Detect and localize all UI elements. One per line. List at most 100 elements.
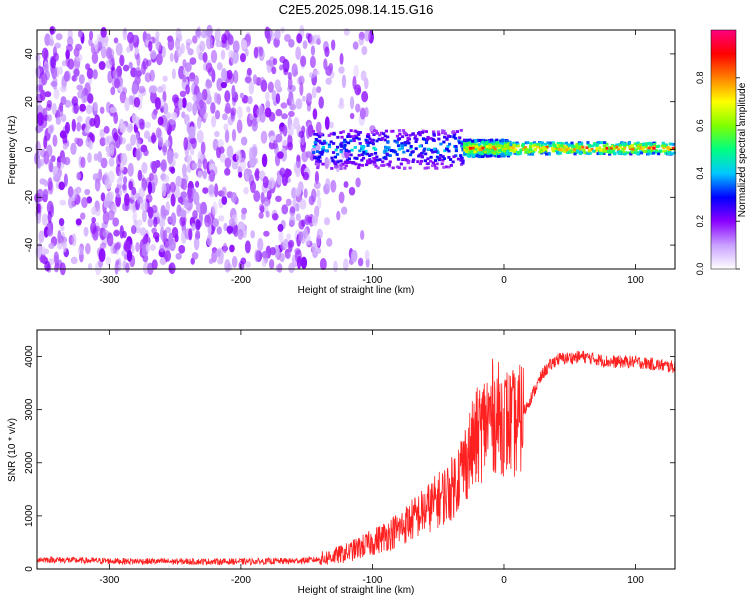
spectrogram-cell	[319, 132, 324, 136]
spectrogram-cell	[439, 142, 443, 146]
spectrogram-cell	[471, 139, 475, 143]
spectrogram-cell	[362, 150, 366, 154]
spectrogram-cell	[429, 155, 433, 159]
spectrogram-cell	[122, 87, 127, 95]
spectrogram-cell	[525, 148, 529, 151]
spectrogram-cell	[206, 234, 213, 247]
spectrogram-cell	[103, 172, 110, 186]
spectrogram-cell	[299, 198, 307, 210]
spectrogram-cell	[349, 129, 353, 133]
spectrogram-cell	[151, 160, 158, 174]
spectrogram-cell	[591, 144, 595, 148]
spectrogram-cell	[100, 46, 107, 59]
spectrogram-cell	[340, 141, 344, 145]
spectrogram-cell	[412, 158, 416, 162]
spectrogram-cell	[447, 155, 451, 159]
spectrogram-cell	[99, 242, 107, 250]
spectrogram-cell	[318, 139, 322, 143]
spectrogram-cell	[400, 142, 404, 145]
spectrogram-cell	[128, 95, 134, 106]
spectrogram-cell	[403, 141, 407, 144]
spectrogram-cell	[113, 111, 119, 124]
snr-y-ticks: 0 1000 2000 3000 4000	[24, 345, 675, 572]
snr-background	[37, 330, 675, 569]
spectrogram-cell	[352, 137, 356, 141]
spectrogram-cell	[131, 186, 137, 196]
spectrogram-cell	[341, 162, 345, 166]
spectrogram-cell	[373, 148, 378, 151]
spectrogram-cell	[195, 28, 201, 38]
spectrogram-cell	[87, 263, 93, 270]
spectrogram-cell	[149, 50, 157, 60]
spectrogram-cell	[476, 153, 480, 157]
spectrogram-cell	[585, 146, 589, 150]
spectrogram-cell	[239, 92, 245, 99]
spectrogram-cell	[361, 147, 365, 151]
spectrogram-cell	[330, 39, 336, 51]
spectrogram-cell	[221, 33, 227, 45]
spectrogram-cell	[516, 142, 520, 146]
spectrogram-cell	[533, 143, 537, 147]
spectrogram-cell	[215, 40, 223, 48]
spectrogram-cell	[416, 132, 421, 135]
spectrogram-cell	[120, 152, 128, 166]
spectrogram-cell	[445, 147, 449, 151]
spectrogram-cell	[106, 135, 114, 144]
spectrogram-cell	[312, 108, 318, 120]
spectrogram-cell	[393, 139, 397, 143]
spectrogram-cell	[509, 151, 513, 155]
spectrogram-cell	[375, 155, 379, 159]
spectrogram-cell	[655, 145, 660, 149]
spectrogram-cell	[641, 143, 645, 146]
spectrogram-cell	[288, 110, 295, 118]
spectrogram-cell	[342, 140, 347, 144]
spectrogram-cell	[275, 93, 281, 104]
spectrogram-cell	[426, 137, 430, 141]
spectrogram-cell	[420, 155, 424, 158]
spectrogram-cell	[292, 198, 297, 208]
spectrogram-cell	[147, 206, 154, 219]
spectrogram-cell	[209, 169, 216, 182]
spectrogram-cell	[503, 143, 508, 147]
spectrogram-cell	[382, 156, 386, 160]
spectrogram-cell	[529, 142, 533, 145]
spectrogram-cell	[560, 148, 564, 152]
spectrogram-cell	[325, 65, 333, 77]
spectrogram-cell	[330, 156, 334, 160]
spectrogram-cell	[249, 180, 256, 194]
spectrogram-cell	[246, 106, 251, 113]
spectrogram-cell	[251, 143, 258, 158]
spectrogram-cell	[119, 123, 127, 134]
spectrogram-cell	[51, 102, 57, 115]
spectrogram-cell	[408, 166, 412, 170]
spectrogram-cell	[402, 150, 406, 154]
spectrogram-cell	[382, 164, 386, 167]
spectrogram-cell	[527, 150, 531, 154]
spectrogram-cell	[150, 90, 157, 104]
spectrogram-cell	[113, 229, 120, 237]
spectrogram-cell	[539, 150, 543, 153]
spectrogram-cell	[171, 227, 179, 239]
spectrogram-cell	[266, 190, 272, 200]
spectrogram-cell	[420, 131, 425, 134]
spectrogram-cell	[291, 63, 298, 77]
spectrogram-cell	[123, 239, 131, 253]
spectrogram-cell	[366, 144, 370, 147]
spectrogram-cell	[478, 151, 482, 155]
spectrogram-cell	[332, 132, 336, 136]
spectrogram-cell	[199, 40, 206, 52]
spectrogram-cell	[650, 145, 654, 149]
spectrogram-cell	[518, 150, 523, 154]
spectrogram-cell	[338, 102, 345, 109]
spectrogram-cell	[330, 167, 334, 170]
spectrogram-cell	[150, 243, 156, 252]
spectrogram-cell	[341, 74, 347, 89]
spectrogram-cell	[139, 203, 145, 211]
spectrogram-cell	[454, 145, 458, 148]
spectrogram-cell	[40, 254, 47, 264]
spectrogram-cell	[592, 149, 596, 153]
spectrogram-cell	[62, 239, 67, 253]
y-tick-label: 2000	[24, 451, 35, 474]
spectrogram-cell	[123, 176, 128, 185]
spectrogram-cell	[313, 181, 321, 190]
